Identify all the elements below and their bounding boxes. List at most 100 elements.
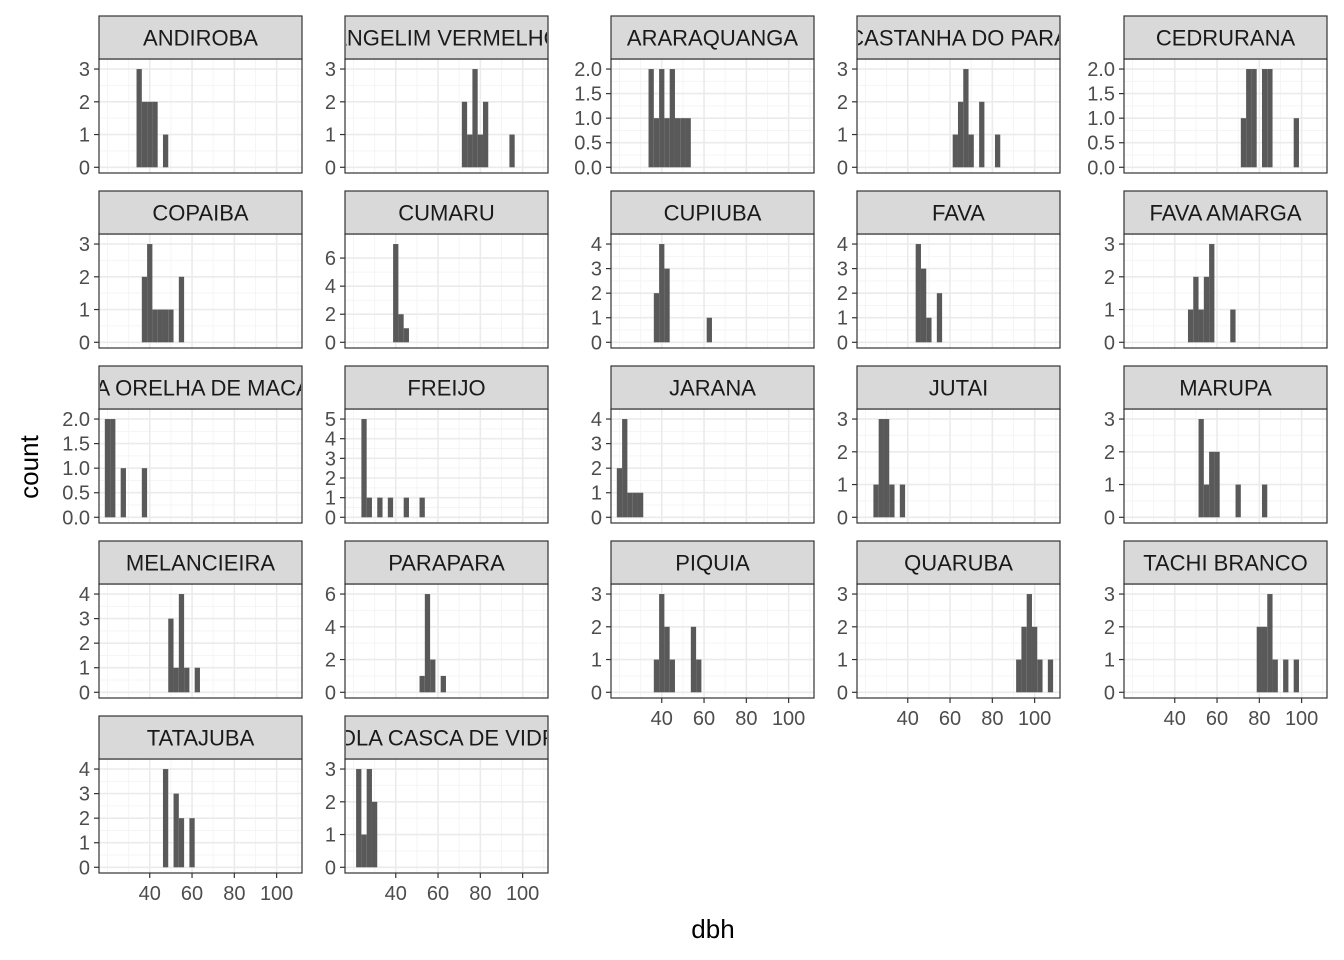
histogram-bar — [1198, 309, 1204, 343]
histogram-bar — [963, 69, 969, 168]
y-tick-label: 0 — [837, 507, 848, 529]
histogram-bar — [873, 484, 879, 518]
histogram-bar — [509, 134, 515, 168]
y-tick-label: 6 — [325, 584, 336, 606]
y-tick-label: 3 — [837, 584, 848, 606]
facet-plot-area — [857, 409, 1060, 523]
facet-plot-area — [857, 234, 1060, 348]
histogram-bar — [680, 118, 686, 168]
y-tick-label: 3 — [837, 59, 848, 81]
facet-strip-label: QUARUBA — [904, 551, 1013, 576]
y-tick-label: 2 — [1104, 267, 1115, 289]
facet-strip — [610, 365, 815, 410]
y-tick-label: 1.0 — [1087, 108, 1115, 130]
facet-strip — [98, 540, 303, 585]
facet-strip — [610, 190, 815, 235]
histogram-bar — [356, 769, 362, 868]
facet-strip — [1123, 540, 1328, 585]
y-tick-label: 3 — [591, 434, 602, 456]
histogram-bar — [393, 244, 399, 343]
histogram-bar — [1261, 69, 1268, 168]
y-tick-label: 0 — [79, 332, 90, 354]
histogram-bar — [162, 769, 169, 868]
histogram-bar — [477, 134, 483, 168]
x-tick-label: 80 — [735, 708, 757, 730]
facet-strip-label: MARUPA — [1179, 376, 1272, 401]
histogram-bar — [659, 594, 665, 693]
y-tick-label: 1 — [1104, 300, 1115, 322]
histogram-bar — [141, 468, 148, 518]
facet-strip-label: TATAJUBA — [147, 726, 255, 751]
x-tick-label: 100 — [1285, 708, 1318, 730]
facet-panel: JARANA 01 23 4 — [591, 365, 815, 529]
facet-plot-area — [611, 234, 814, 348]
y-tick-label: 1 — [837, 475, 848, 497]
facet-strip — [344, 365, 549, 410]
panel-border — [1123, 233, 1328, 349]
facet-panel: PARAPARA 0 2 4 6 — [325, 540, 549, 704]
x-tick-label: 100 — [1018, 708, 1051, 730]
histogram-bar — [1209, 244, 1215, 343]
histogram-bar — [653, 293, 660, 343]
histogram-bar — [168, 309, 174, 343]
facet-strip-label: CASTANHA DO PARA — [848, 26, 1069, 51]
facet-plot-area — [611, 409, 814, 523]
y-tick-label: 2.0 — [574, 59, 602, 81]
histogram-bar — [482, 101, 489, 168]
y-tick-label: 4 — [837, 234, 848, 256]
y-tick-label: 0.0 — [1087, 157, 1115, 179]
panel-border — [610, 583, 815, 699]
y-tick-label: 4 — [591, 234, 602, 256]
facet-panel: PIQUIA 0 1 2 3 40 60 80 100 — [591, 540, 815, 730]
panel-border — [344, 233, 549, 349]
y-tick-label: 1 — [325, 825, 336, 847]
y-tick-label: 2 — [325, 792, 336, 814]
histogram-bar — [690, 626, 697, 693]
y-tick-label: 2 — [79, 808, 90, 830]
y-tick-label: 4 — [79, 759, 90, 781]
histogram-bar — [957, 101, 964, 168]
y-tick-label: 0 — [1104, 682, 1115, 704]
y-tick-label: 0 — [325, 332, 336, 354]
facet-strip-label: ARARAQUANGA — [627, 26, 798, 51]
facet-plot-area — [611, 584, 814, 698]
histogram-bar — [915, 244, 921, 343]
y-tick-label: 1.5 — [1087, 84, 1115, 106]
histogram-bar — [1214, 451, 1220, 518]
histogram-bar — [398, 314, 404, 343]
panel-border — [610, 233, 815, 349]
histogram-bar — [653, 659, 660, 693]
y-tick-label: 3 — [325, 59, 336, 81]
y-tick-label: 0.5 — [574, 133, 602, 155]
y-tick-label: 1.5 — [574, 84, 602, 106]
facet-panel: CASTANHA DO PARA 0 1 2 3 — [837, 15, 1069, 179]
panel-border — [344, 58, 549, 174]
facet-panel: FAVA ORELHA DE MACACO 0.00.5 1.01.5 2.0 — [62, 365, 303, 529]
y-tick-label: 1 — [79, 125, 90, 147]
facet-panel: QUARUBA 0 1 2 3 40 60 80 100 — [837, 540, 1061, 730]
x-tick-label: 60 — [1206, 708, 1228, 730]
y-tick-label: 0.0 — [574, 157, 602, 179]
y-tick-label: 2 — [79, 633, 90, 655]
histogram-bar — [1240, 118, 1247, 168]
histogram-bar — [147, 244, 153, 343]
histogram-bar — [1198, 419, 1204, 518]
histogram-bar — [1047, 659, 1054, 693]
facet-panel: MARUPA 0 1 2 3 — [1104, 365, 1328, 529]
histogram-bar — [366, 497, 372, 518]
y-tick-label: 3 — [79, 784, 90, 806]
y-tick-label: 4 — [79, 584, 90, 606]
y-tick-label: 0 — [325, 157, 336, 179]
facet-plot-area — [345, 409, 548, 523]
histogram-bar — [706, 317, 712, 343]
facet-strip — [856, 15, 1061, 60]
y-tick-label: 1.5 — [62, 434, 90, 456]
y-tick-label: 0 — [79, 157, 90, 179]
facet-strip — [1123, 190, 1328, 235]
histogram-bar — [371, 801, 378, 868]
histogram-bar — [936, 293, 943, 343]
histogram-bar — [403, 497, 409, 518]
histogram-bar — [419, 497, 425, 518]
facet-strip-label: PIQUIA — [675, 551, 750, 576]
